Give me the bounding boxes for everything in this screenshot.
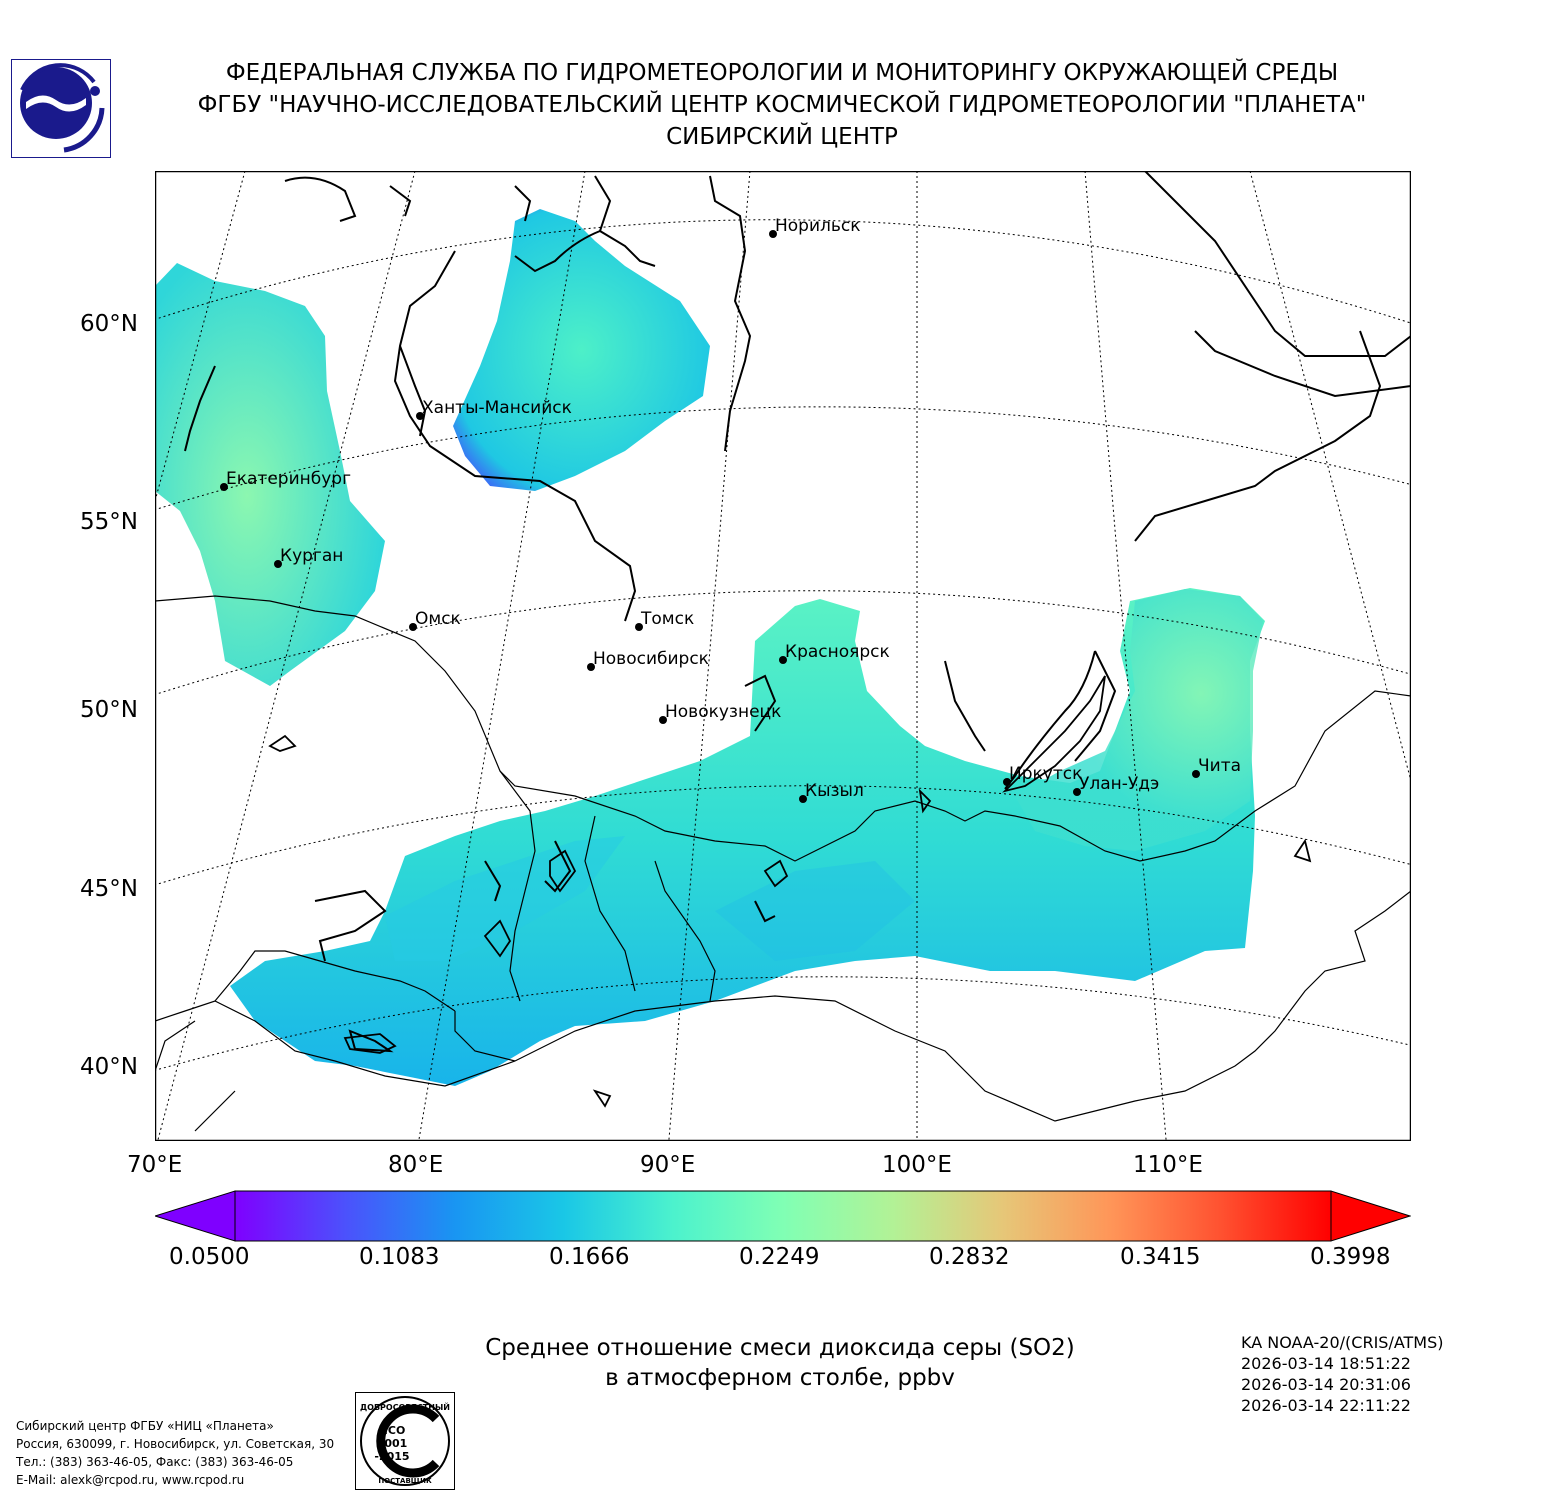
so2-swath-west bbox=[155, 263, 385, 686]
city-marker bbox=[587, 663, 595, 671]
satellite-time-2: 2026-03-14 20:31:06 bbox=[1241, 1375, 1411, 1394]
satellite-time-3: 2026-03-14 22:11:22 bbox=[1241, 1396, 1411, 1415]
city-label: Новосибирск bbox=[593, 649, 709, 669]
city-label: Новокузнецк bbox=[665, 702, 781, 722]
city-marker bbox=[769, 230, 777, 238]
lon-label-100: 100°E bbox=[882, 1152, 952, 1178]
city-marker bbox=[1073, 788, 1081, 796]
city-label: Томск bbox=[640, 609, 694, 629]
satellite-time-1: 2026-03-14 18:51:22 bbox=[1241, 1354, 1411, 1373]
city-marker bbox=[1192, 770, 1200, 778]
city-label: Норильск bbox=[775, 216, 861, 236]
colorbar-tick-6: 0.3998 bbox=[1310, 1244, 1391, 1270]
meridian-120 bbox=[1249, 171, 1411, 782]
lake-balkhash bbox=[343, 1033, 397, 1054]
lat-label-55: 55°N bbox=[80, 509, 138, 535]
so2-swath-baikal bbox=[1015, 589, 1263, 851]
colorbar-tick-2: 0.1666 bbox=[549, 1244, 630, 1270]
colorbar-tick-1: 0.1083 bbox=[359, 1244, 440, 1270]
lake-baikal bbox=[1002, 675, 1106, 793]
header-line-3: СИБИРСКИЙ ЦЕНТР bbox=[666, 124, 898, 150]
iso-line-1: ИСО bbox=[379, 1424, 406, 1437]
city-label: Омск bbox=[415, 609, 461, 629]
lon-label-80: 80°E bbox=[388, 1152, 444, 1178]
iso-top-text: ДОБРОСОВЕСТНЫЙ bbox=[360, 1401, 450, 1412]
contact-phone: Тел.: (383) 363-46-05, Факс: (383) 363-4… bbox=[16, 1455, 294, 1469]
meridian-70 bbox=[157, 171, 416, 1141]
lat-label-50: 50°N bbox=[80, 697, 138, 723]
map-caption: Среднее отношение смеси диоксида серы (S… bbox=[430, 1333, 1130, 1393]
lon-label-110: 110°E bbox=[1133, 1152, 1203, 1178]
lon-label-90: 90°E bbox=[640, 1152, 696, 1178]
iso-line-2: 9001 bbox=[377, 1437, 408, 1450]
caption-line-2: в атмосферном столбе, ppbv bbox=[605, 1365, 955, 1391]
roshydromet-logo bbox=[11, 59, 111, 158]
colorbar-tick-4: 0.2832 bbox=[929, 1244, 1010, 1270]
parallel-55 bbox=[155, 406, 1411, 511]
parallel-60 bbox=[155, 219, 1411, 324]
city-label: Ханты-Мансийск bbox=[422, 398, 572, 418]
city-marker bbox=[799, 795, 807, 803]
colorbar bbox=[155, 1190, 1411, 1242]
lon-label-70: 70°E bbox=[127, 1152, 183, 1178]
meridian-80 bbox=[418, 171, 586, 1141]
city-label: Красноярск bbox=[785, 642, 890, 662]
city-marker bbox=[779, 656, 787, 664]
parallel-45 bbox=[155, 785, 1411, 886]
lat-label-45: 45°N bbox=[80, 876, 138, 902]
contact-address: Россия, 630099, г. Новосибирск, ул. Сове… bbox=[16, 1437, 335, 1451]
colorbar-tick-0: 0.0500 bbox=[169, 1244, 250, 1270]
colorbar-tick-5: 0.3415 bbox=[1120, 1244, 1201, 1270]
city-marker bbox=[416, 412, 424, 420]
so2-swath-south bbox=[230, 588, 1265, 1086]
header-line-2: ФГБУ "НАУЧНО-ИССЛЕДОВАТЕЛЬСКИЙ ЦЕНТР КОС… bbox=[197, 92, 1367, 118]
satellite-name: KA NOAA-20/(CRIS/ATMS) bbox=[1241, 1333, 1444, 1352]
city-label: Иркутск bbox=[1009, 764, 1082, 784]
city-marker bbox=[1003, 778, 1011, 786]
city-marker bbox=[659, 716, 667, 724]
header-line-1: ФЕДЕРАЛЬНАЯ СЛУЖБА ПО ГИДРОМЕТЕОРОЛОГИИ … bbox=[225, 60, 1339, 86]
city-marker bbox=[409, 623, 417, 631]
city-marker bbox=[274, 560, 282, 568]
city-marker bbox=[220, 483, 228, 491]
iso-badge: ДОБРОСОВЕСТНЫЙ ИСО 9001 -2015 ПОСТАВЩИК bbox=[355, 1392, 455, 1490]
city-label: Курган bbox=[280, 546, 343, 566]
city-label: Екатеринбург bbox=[226, 469, 351, 489]
parallel-50 bbox=[155, 590, 1411, 696]
contact-org: Сибирский центр ФГБУ «НИЦ «Планета» bbox=[16, 1419, 274, 1433]
iso-bottom-text: ПОСТАВЩИК bbox=[378, 1477, 432, 1485]
colorbar-tick-3: 0.2249 bbox=[739, 1244, 820, 1270]
contact-info: Сибирский центр ФГБУ «НИЦ «Планета» Росс… bbox=[16, 1417, 334, 1489]
city-marker bbox=[635, 623, 643, 631]
caption-line-1: Среднее отношение смеси диоксида серы (S… bbox=[485, 1335, 1075, 1361]
satellite-info: KA NOAA-20/(CRIS/ATMS) 2026-03-14 18:51:… bbox=[1241, 1332, 1444, 1416]
city-label: Кызыл bbox=[805, 781, 864, 801]
parallel-40 bbox=[155, 976, 1411, 1071]
city-label: Чита bbox=[1198, 756, 1241, 776]
city-label: Улан-Удэ bbox=[1079, 774, 1159, 794]
so2-map: Норильск Ханты-Мансийск Екатеринбург Курган… bbox=[155, 171, 1411, 1141]
meridian-110 bbox=[1084, 171, 1167, 1141]
lat-label-40: 40°N bbox=[80, 1054, 138, 1080]
iso-line-3: -2015 bbox=[374, 1450, 409, 1463]
lat-label-60: 60°N bbox=[80, 311, 138, 337]
contact-email: E-Mail: alexk@rcpod.ru, www.rcpod.ru bbox=[16, 1473, 245, 1487]
meridian-90 bbox=[668, 171, 751, 1141]
so2-swath-north bbox=[453, 209, 710, 491]
